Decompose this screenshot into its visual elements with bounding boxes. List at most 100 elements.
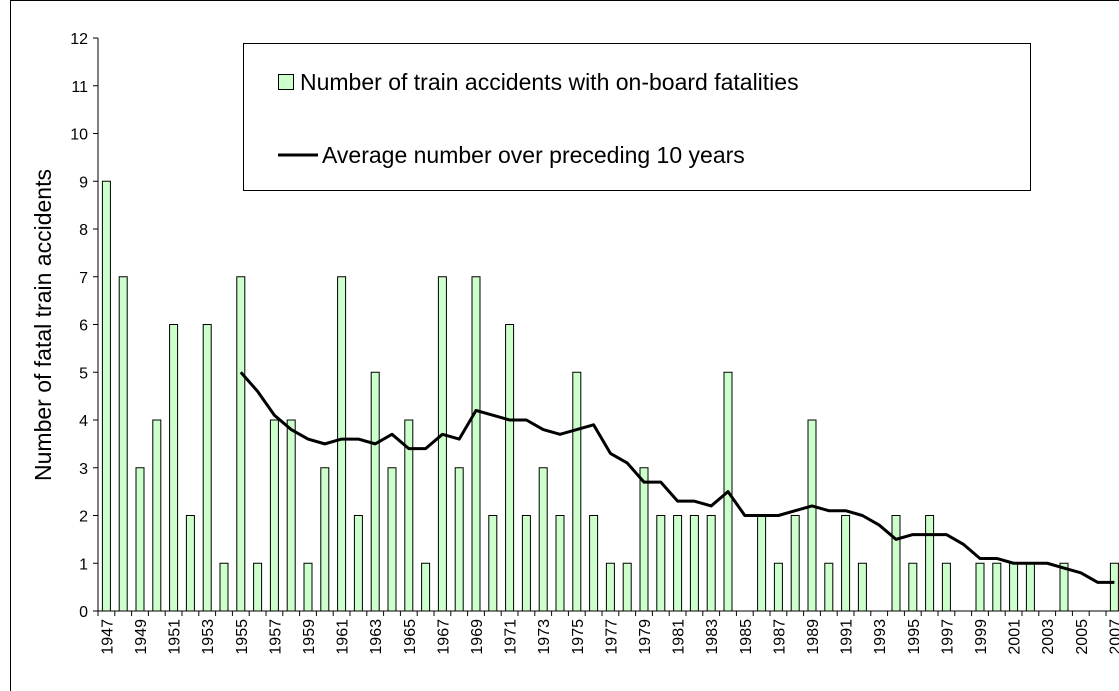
bar — [622, 562, 632, 612]
bar — [992, 562, 1002, 612]
bar — [152, 419, 162, 612]
bar — [807, 419, 817, 612]
x-tick-label: 2001 — [1007, 619, 1024, 655]
x-tick-label: 1947 — [99, 619, 116, 655]
bar — [118, 276, 128, 612]
x-tick-label: 1979 — [637, 619, 654, 655]
x-tick-label: 1967 — [435, 619, 452, 655]
y-axis-title: Number of fatal train accidents — [30, 169, 56, 481]
bar — [505, 324, 515, 612]
bar — [941, 562, 951, 612]
bar — [572, 371, 582, 612]
bar — [639, 467, 649, 612]
y-tick-label: 10 — [70, 127, 88, 144]
x-tick-label: 1997 — [939, 619, 956, 655]
x-tick-label: 1951 — [167, 619, 184, 655]
bar — [269, 419, 279, 612]
bar — [101, 180, 111, 612]
x-tick-label: 1955 — [234, 619, 251, 655]
x-tick-label: 1977 — [603, 619, 620, 655]
legend-swatch — [278, 74, 294, 90]
bar — [857, 562, 867, 612]
y-tick-label: 0 — [79, 604, 88, 621]
x-tick-label: 1953 — [200, 619, 217, 655]
bar — [1009, 562, 1019, 612]
bar — [488, 515, 498, 612]
y-tick-label: 6 — [79, 318, 88, 335]
x-tick-label: 1959 — [301, 619, 318, 655]
x-tick-label: 2003 — [1040, 619, 1057, 655]
x-tick-label: 1963 — [368, 619, 385, 655]
legend: Number of train accidents with on-board … — [243, 43, 1031, 191]
bar — [337, 276, 347, 612]
bar — [908, 562, 918, 612]
x-tick-label: 1993 — [872, 619, 889, 655]
bar — [421, 562, 431, 612]
x-tick-label: 2007 — [1107, 619, 1119, 655]
bar — [790, 515, 800, 612]
x-tick-label: 1999 — [973, 619, 990, 655]
legend-label: Number of train accidents with on-board … — [300, 69, 799, 95]
bar — [673, 515, 683, 612]
bar — [320, 467, 330, 612]
x-tick-label: 1991 — [839, 619, 856, 655]
bar — [925, 515, 935, 612]
y-tick-label: 7 — [79, 270, 88, 287]
y-tick-label: 11 — [71, 79, 88, 96]
bar — [471, 276, 481, 612]
x-tick-label: 1989 — [805, 619, 822, 655]
legend-label: Average number over preceding 10 years — [322, 142, 745, 168]
x-tick-label: 1973 — [536, 619, 553, 655]
bar — [521, 515, 531, 612]
x-tick-label: 1957 — [267, 619, 284, 655]
bar — [219, 562, 229, 612]
bar — [656, 515, 666, 612]
x-tick-label: 1969 — [469, 619, 486, 655]
bar — [185, 515, 195, 612]
x-tick-label: 1949 — [133, 619, 150, 655]
bar — [169, 324, 179, 612]
bar — [605, 562, 615, 612]
bar — [286, 419, 296, 612]
bar — [773, 562, 783, 612]
x-tick-label: 1965 — [402, 619, 419, 655]
line — [239, 371, 1115, 584]
bar — [387, 467, 397, 612]
y-tick-label: 2 — [79, 509, 88, 526]
bar — [1059, 562, 1069, 612]
y-tick-label: 8 — [79, 222, 88, 239]
x-tick-label: 1975 — [570, 619, 587, 655]
bar — [303, 562, 313, 612]
bar — [975, 562, 985, 612]
y-tick-label: 3 — [79, 461, 88, 478]
bar — [253, 562, 263, 612]
x-tick-label: 1995 — [906, 619, 923, 655]
bar — [135, 467, 145, 612]
bar — [824, 562, 834, 612]
bar — [1109, 562, 1119, 612]
x-tick-label: 1971 — [503, 619, 520, 655]
bar — [454, 467, 464, 612]
bar — [589, 515, 599, 612]
bar — [891, 515, 901, 612]
bar — [353, 515, 363, 612]
y-tick-label: 1 — [79, 556, 88, 573]
x-tick-label: 1983 — [704, 619, 721, 655]
bar — [555, 515, 565, 612]
bar — [706, 515, 716, 612]
bar — [202, 324, 212, 612]
bar — [689, 515, 699, 612]
x-tick-label: 1961 — [335, 619, 352, 655]
y-tick-label: 4 — [79, 413, 88, 430]
y-tick-label: 12 — [70, 31, 88, 48]
x-tick-label: 1987 — [771, 619, 788, 655]
bar — [236, 276, 246, 612]
x-tick-label: 1985 — [738, 619, 755, 655]
bar — [1025, 562, 1035, 612]
bar — [757, 515, 767, 612]
y-tick-label: 5 — [79, 365, 88, 382]
legend-box — [243, 43, 1031, 191]
bar — [437, 276, 447, 612]
